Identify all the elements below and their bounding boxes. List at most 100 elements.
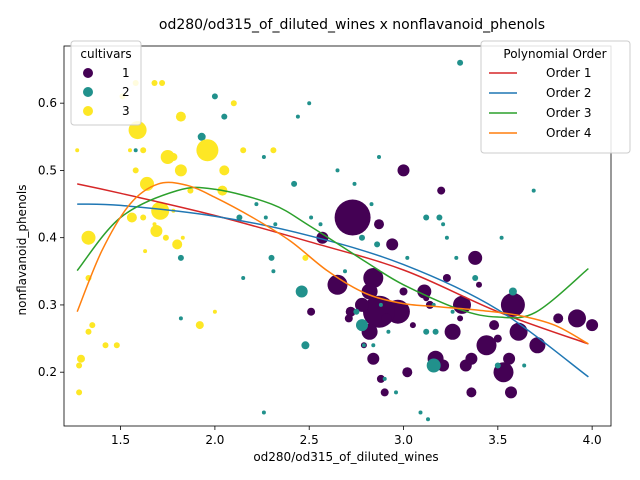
data-point-cultivar-3 — [76, 389, 83, 396]
x-tick-label: 2.5 — [300, 433, 319, 447]
data-point-cultivar-1 — [402, 367, 413, 378]
data-point-cultivar-1 — [386, 238, 399, 251]
data-point-cultivar-1 — [503, 352, 516, 365]
data-point-cultivar-2 — [457, 59, 464, 66]
data-point-cultivar-3 — [175, 111, 186, 122]
x-tick-label: 2.0 — [205, 433, 224, 447]
data-point-cultivar-3 — [172, 239, 183, 250]
data-point-cultivar-2 — [423, 328, 430, 335]
fit-curve-order-4 — [76, 181, 589, 345]
legend-label-order: Order 4 — [546, 126, 592, 140]
data-point-cultivar-3 — [212, 309, 217, 314]
data-point-cultivar-2 — [454, 255, 459, 260]
legend-label-cultivar: 2 — [122, 85, 130, 99]
legend-label-order: Order 3 — [546, 106, 592, 120]
legend-label-cultivar: 1 — [122, 66, 130, 80]
data-point-cultivar-1 — [334, 199, 371, 236]
data-point-cultivar-2 — [494, 362, 501, 369]
data-point-cultivar-2 — [295, 285, 308, 298]
data-point-cultivar-2 — [441, 222, 446, 227]
data-point-cultivar-2 — [444, 235, 449, 240]
data-point-cultivar-2 — [369, 202, 374, 207]
y-axis-label: nonflavanoid_phenols — [15, 185, 29, 316]
data-point-cultivar-3 — [102, 342, 109, 349]
x-axis: 1.5 2.0 2.5 3.0 3.5 4.0 — [111, 426, 602, 447]
data-point-cultivar-3 — [128, 148, 132, 153]
data-point-cultivar-3 — [270, 147, 277, 154]
cultivars-legend: cultivars 1 2 3 — [70, 40, 142, 126]
data-point-cultivar-3 — [132, 167, 139, 174]
data-point-cultivar-1 — [468, 250, 483, 265]
data-point-cultivar-2 — [423, 214, 430, 221]
data-point-cultivar-1 — [442, 274, 451, 282]
data-point-cultivar-1 — [553, 313, 564, 324]
data-point-cultivar-2 — [361, 343, 366, 348]
data-point-cultivar-1 — [376, 374, 385, 383]
data-point-cultivar-2 — [133, 148, 138, 153]
data-point-cultivar-1 — [509, 322, 528, 341]
data-point-cultivar-1 — [444, 323, 461, 340]
data-point-cultivar-3 — [187, 187, 194, 194]
data-point-cultivar-1 — [437, 359, 450, 372]
data-point-cultivar-3 — [89, 322, 96, 329]
data-point-cultivar-2 — [301, 341, 310, 350]
polynomial-order-legend: Polynomial Order Order 1 Order 2 Order 3 Or… — [480, 40, 631, 154]
data-point-cultivar-1 — [327, 274, 348, 295]
data-point-cultivar-3 — [77, 354, 85, 363]
data-point-cultivar-2 — [472, 275, 479, 281]
data-point-cultivar-1 — [367, 352, 380, 365]
data-point-cultivar-3 — [195, 321, 204, 330]
data-point-cultivar-2 — [377, 155, 381, 159]
data-point-cultivar-1 — [397, 164, 410, 177]
data-point-cultivar-1 — [505, 386, 517, 399]
data-point-cultivar-1 — [307, 307, 316, 316]
data-point-cultivar-2 — [271, 269, 276, 274]
x-tick-label: 3.0 — [394, 433, 413, 447]
data-point-cultivar-1 — [344, 314, 353, 323]
polynomial-order-legend-box — [480, 40, 631, 154]
data-point-cultivar-2 — [211, 93, 218, 100]
data-point-cultivar-1 — [361, 283, 378, 300]
data-point-cultivar-3 — [152, 222, 157, 227]
data-point-cultivar-3 — [113, 342, 120, 349]
legend-label-order: Order 1 — [546, 66, 592, 80]
data-point-cultivar-2 — [418, 410, 423, 415]
y-tick-label: 0.2 — [38, 365, 57, 379]
data-point-cultivar-1 — [380, 388, 389, 397]
data-point-cultivar-1 — [489, 320, 500, 331]
legend-marker-cultivar-2 — [83, 87, 93, 97]
data-point-cultivar-3 — [196, 139, 219, 162]
data-point-cultivar-1 — [381, 313, 392, 324]
data-point-cultivar-2 — [318, 222, 323, 227]
data-point-cultivar-3 — [169, 153, 178, 161]
data-point-cultivar-2 — [295, 114, 300, 119]
legend-marker-cultivar-3 — [83, 106, 93, 116]
data-point-cultivar-3 — [81, 230, 96, 245]
data-point-cultivar-2 — [268, 254, 275, 261]
data-point-cultivar-2 — [371, 343, 376, 348]
data-point-cultivar-2 — [426, 417, 430, 422]
data-point-cultivar-3 — [128, 121, 147, 140]
data-point-cultivar-3 — [151, 201, 170, 220]
x-tick-label: 4.0 — [583, 433, 602, 447]
data-point-cultivar-1 — [493, 334, 502, 343]
data-point-cultivar-1 — [586, 319, 599, 332]
data-point-cultivar-2 — [432, 328, 439, 335]
data-point-cultivar-2 — [426, 358, 441, 373]
fit-curve-order-3 — [76, 186, 589, 319]
data-point-cultivar-1 — [374, 219, 384, 230]
data-point-cultivar-2 — [309, 215, 314, 220]
data-point-cultivar-2 — [394, 390, 398, 395]
data-point-cultivar-2 — [522, 363, 527, 368]
data-point-cultivar-2 — [353, 308, 360, 315]
cultivars-legend-title: cultivars — [80, 47, 131, 61]
data-point-cultivar-3 — [159, 80, 166, 86]
data-point-cultivar-1 — [568, 309, 586, 328]
data-point-cultivar-2 — [356, 319, 368, 332]
data-point-cultivar-3 — [174, 164, 187, 177]
x-tick-label: 3.5 — [488, 433, 507, 447]
data-point-cultivar-2 — [531, 188, 536, 193]
data-point-cultivar-3 — [76, 362, 83, 369]
y-tick-label: 0.4 — [38, 231, 57, 245]
